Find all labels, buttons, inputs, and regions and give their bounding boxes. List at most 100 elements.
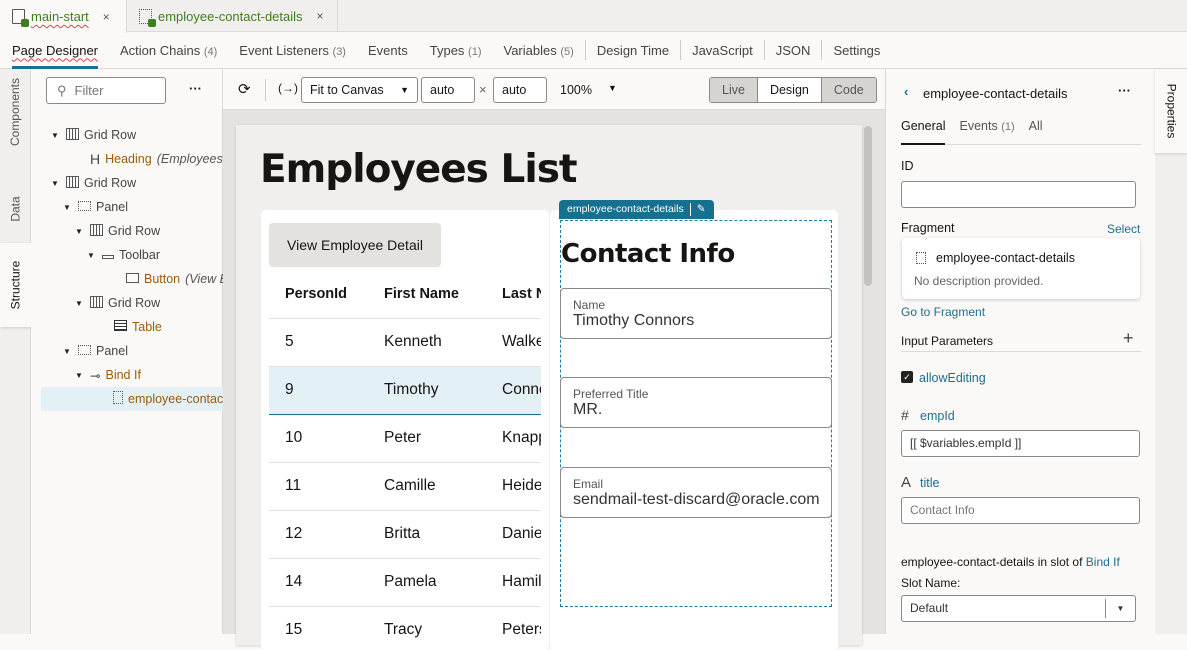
tab-javascript[interactable]: JavaScript [692,42,753,58]
tree-node-grid-row[interactable]: ▼ Grid Row [51,175,137,190]
add-parameter-icon[interactable]: + [1123,328,1134,348]
back-chevron-icon[interactable]: ‹ [904,84,909,99]
table-cell: Knapp [486,414,541,463]
expand-triangle-icon[interactable]: ▼ [75,226,83,236]
width-input[interactable]: auto [421,77,475,103]
expand-triangle-icon[interactable]: ▼ [87,250,95,260]
bind-if-link[interactable]: Bind If [1085,555,1120,569]
expand-triangle-icon[interactable]: ▼ [75,298,83,308]
close-icon[interactable]: × [316,9,324,23]
expand-triangle-icon[interactable]: ▼ [51,178,59,188]
tab-event-listeners[interactable]: Event Listeners (3) [239,42,346,58]
table-cell: Daniels [486,510,541,559]
code-mode-button[interactable]: Code [821,78,876,102]
table-row[interactable]: 9TimothyConnors [269,365,541,415]
file-tab-employee-contact-details[interactable]: employee-contact-details × [127,0,338,32]
tree-node-grid-row[interactable]: ▼ Grid Row [75,295,161,310]
divider [901,351,1141,352]
tab-data[interactable]: Data [8,196,23,222]
fragment-container[interactable]: Contact Info Name Timothy Connors Preferre… [560,220,832,607]
tab-json[interactable]: JSON [775,42,811,58]
allow-editing-checkbox[interactable]: ✓ [901,371,913,383]
name-field[interactable]: Name Timothy Connors [560,288,832,339]
email-field[interactable]: Email sendmail-test-discard@oracle.com [560,467,832,518]
table-cell: 14 [269,558,368,607]
title-input[interactable]: Contact Info [901,497,1140,524]
tab-types[interactable]: Types (1) [429,42,482,58]
table-cell: 9 [269,365,368,415]
tab-components[interactable]: Components [8,77,23,146]
tab-general[interactable]: General [901,119,946,145]
file-tab-main-start[interactable]: main-start × [0,0,127,33]
tab-events[interactable]: Events (1) [959,119,1015,133]
column-header[interactable]: Last Name [486,270,541,319]
column-header[interactable]: PersonId [269,270,368,319]
title-label: title [920,476,940,490]
filter-input[interactable]: ⚲ Filter [46,77,166,104]
tree-node-bind-if[interactable]: ▼ ⊸ Bind If [75,368,141,383]
tree-node-grid-row[interactable]: ▼ Grid Row [51,127,137,142]
allow-editing-label: allowEditing [919,371,986,385]
tree-node-employee-contact-details[interactable]: employee-contact-details [41,387,223,411]
text-icon: A [901,474,912,491]
close-icon[interactable]: × [102,9,110,24]
fragment-tag[interactable]: employee-contact-details ✎ [559,200,714,219]
design-mode-button[interactable]: Design [756,78,822,102]
go-to-fragment-link[interactable]: Go to Fragment [901,305,986,319]
left-tab-strip: Components Data Structure [0,69,31,634]
empid-input[interactable]: [[ $variables.empId ]] [901,430,1140,457]
pencil-icon[interactable]: ✎ [696,203,706,215]
table-row[interactable]: 14PamelaHamilton [269,558,541,607]
tree-node-grid-row[interactable]: ▼ Grid Row [75,223,161,238]
zoom-dropdown[interactable]: 100% ▼ [560,83,617,97]
contact-panel: Contact Info Name Timothy Connors Preferre… [550,210,838,650]
expand-triangle-icon[interactable]: ▼ [75,370,83,380]
tab-design-time[interactable]: Design Time [596,42,670,58]
slot-name-select[interactable]: Default ▼ [901,595,1136,622]
page-preview: Employees List View Employee Detail Pers… [236,125,862,650]
table-row[interactable]: 11CamilleHeidel [269,462,541,511]
search-icon: ⚲ [57,82,67,98]
properties-tabs: General Events (1) All [901,119,1141,145]
refresh-icon[interactable]: ⟳ [238,81,251,98]
expand-triangle-icon[interactable]: ▼ [51,130,59,140]
divider [763,40,765,60]
tab-action-chains[interactable]: Action Chains (4) [120,42,218,58]
more-options-button[interactable]: ··· [1118,83,1131,98]
tab-events[interactable]: Events [367,42,408,58]
column-header[interactable]: First Name [368,270,486,319]
chevron-down-icon: ▼ [400,85,409,95]
tab-structure[interactable]: Structure [0,243,31,327]
page-heading[interactable]: Employees List [260,147,578,192]
file-tabs: main-start × employee-contact-details × [0,0,1187,33]
id-input[interactable] [901,181,1136,208]
height-input[interactable]: auto [493,77,547,103]
tab-settings[interactable]: Settings [833,42,881,58]
tab-all[interactable]: All [1028,119,1043,133]
live-mode-button[interactable]: Live [710,78,757,102]
tab-properties[interactable]: Properties [1155,69,1187,153]
tree-node-panel[interactable]: ▼ Panel [63,200,128,214]
table-cell: Britta [368,510,486,559]
expression-icon[interactable]: (→) [278,81,298,95]
more-options-button[interactable]: ··· [189,81,202,96]
table-row[interactable]: 10PeterKnapp [269,414,541,463]
view-employee-detail-button[interactable]: View Employee Detail [269,223,441,267]
tab-page-designer[interactable]: Page Designer [12,32,109,69]
fit-to-canvas-dropdown[interactable]: Fit to Canvas ▼ [301,77,418,103]
canvas-scrollbar[interactable] [864,126,872,286]
table-row[interactable]: 12BrittaDaniels [269,510,541,559]
tab-variables[interactable]: Variables (5) [503,42,574,58]
expand-triangle-icon[interactable]: ▼ [63,202,71,212]
preferred-title-field[interactable]: Preferred Title MR. [560,377,832,428]
tree-node-panel[interactable]: ▼ Panel [63,344,128,358]
tree-node-table[interactable]: Table [99,315,162,339]
panel-icon [78,344,91,358]
select-fragment-link[interactable]: Select [1107,222,1141,236]
tree-node-toolbar[interactable]: ▼ Toolbar [87,248,160,262]
expand-triangle-icon[interactable]: ▼ [63,346,71,356]
page-file-icon [12,9,29,27]
table-row[interactable]: 5KennethWalker [269,318,541,367]
table-row[interactable]: 15TracyPeters [269,606,541,650]
